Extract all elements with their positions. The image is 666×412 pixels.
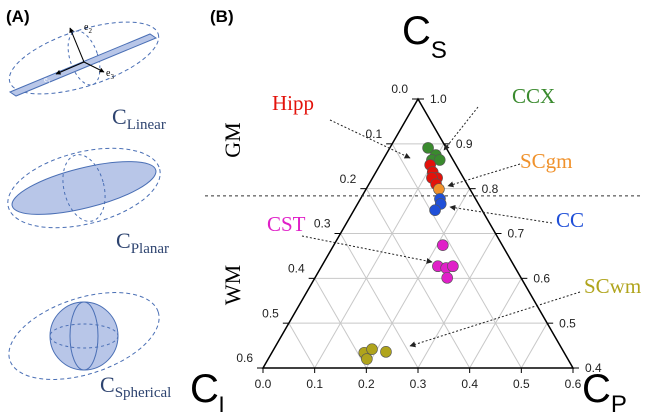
right-tick-label: 0.8 bbox=[482, 182, 499, 196]
region-label: GM bbox=[220, 122, 245, 157]
data-point bbox=[430, 205, 441, 216]
left-tick-label: 0.6 bbox=[236, 351, 253, 365]
data-point bbox=[447, 261, 458, 272]
right-tick-label: 0.6 bbox=[533, 272, 550, 286]
data-point bbox=[367, 344, 378, 355]
bottom-tick-label: 0.5 bbox=[513, 377, 530, 391]
right-tick-label: 0.9 bbox=[456, 137, 473, 151]
left-tick-label: 0.4 bbox=[288, 262, 305, 276]
bottom-tick-label: 0.6 bbox=[565, 377, 582, 391]
left-tick-label: 0.1 bbox=[365, 127, 382, 141]
shape-label: CSpherical bbox=[100, 372, 171, 401]
vertex-label: Cl bbox=[190, 367, 224, 412]
data-point bbox=[380, 346, 391, 357]
grid-line bbox=[392, 144, 521, 368]
left-tick-label: 0.5 bbox=[262, 306, 279, 320]
shape-label: CPlanar bbox=[116, 228, 169, 257]
right-tick-label: 0.4 bbox=[585, 361, 602, 375]
bottom-tick-label: 0.0 bbox=[255, 377, 272, 391]
ellipsoid-spherical bbox=[0, 276, 170, 396]
series-label: CC bbox=[556, 208, 584, 232]
grid-line bbox=[289, 323, 315, 368]
shape-label: CLinear bbox=[112, 104, 166, 133]
data-point bbox=[361, 354, 372, 365]
left-tick-label: 0.2 bbox=[340, 172, 357, 186]
data-point bbox=[433, 184, 444, 195]
left-tick-label: 0.0 bbox=[391, 82, 408, 96]
grid-line bbox=[341, 234, 419, 369]
grid-line bbox=[521, 323, 547, 368]
series-label: SCwm bbox=[584, 274, 641, 298]
series-label: Hipp bbox=[272, 91, 314, 115]
bottom-tick-label: 0.4 bbox=[461, 377, 478, 391]
bottom-tick-label: 0.3 bbox=[410, 377, 427, 391]
panel-label: (B) bbox=[210, 7, 234, 26]
grid-line bbox=[315, 144, 444, 368]
series-label: CST bbox=[267, 212, 306, 236]
panel-label: (A) bbox=[6, 7, 30, 26]
data-point bbox=[442, 272, 453, 283]
right-tick-label: 0.7 bbox=[508, 227, 525, 241]
ellipsoid-planar bbox=[0, 134, 168, 242]
right-tick-label: 0.5 bbox=[559, 316, 576, 330]
region-label: WM bbox=[220, 265, 245, 305]
annotation-arrow bbox=[330, 120, 410, 158]
annotation-arrow bbox=[302, 236, 432, 262]
data-point bbox=[434, 154, 445, 165]
data-point bbox=[437, 240, 448, 251]
left-tick-label: 0.3 bbox=[314, 217, 331, 231]
bottom-tick-label: 0.2 bbox=[358, 377, 375, 391]
series-label: CCX bbox=[512, 84, 555, 108]
bottom-tick-label: 0.1 bbox=[306, 377, 323, 391]
vertex-label: CS bbox=[402, 9, 447, 64]
series-label: SCgm bbox=[520, 149, 573, 173]
figure: (A) e2 e3 e1 CLinear CPlanar CSpherical … bbox=[0, 0, 666, 412]
right-tick-label: 1.0 bbox=[430, 92, 447, 106]
vector-label: e2 bbox=[84, 22, 92, 35]
annotation-arrow bbox=[450, 207, 552, 223]
grid-line bbox=[418, 234, 496, 369]
